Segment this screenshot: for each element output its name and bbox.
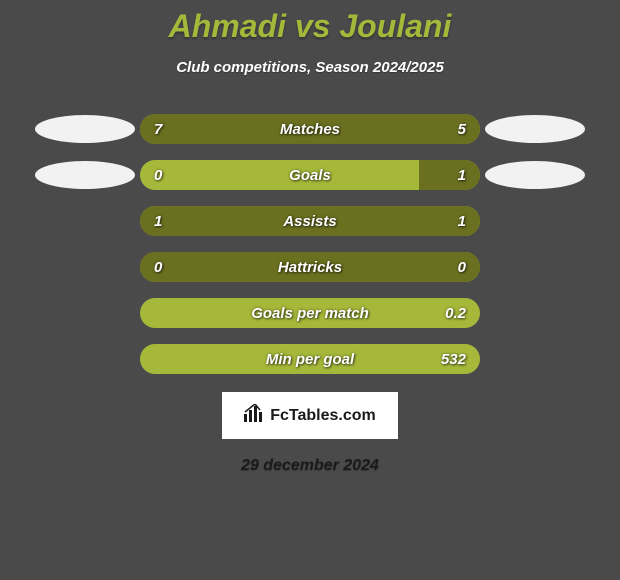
stat-row: Goals per match 0.2	[0, 290, 620, 336]
right-value: 5	[458, 121, 466, 138]
brand-text: FcTables.com	[270, 407, 376, 425]
stat-label: Hattricks	[278, 259, 342, 276]
stat-row: 7 Matches 5	[0, 106, 620, 152]
stat-row: 0 Goals 1	[0, 152, 620, 198]
left-value: 1	[154, 213, 162, 230]
bar-overlay: 7 Matches 5	[140, 114, 480, 144]
right-value: 0	[458, 259, 466, 276]
stat-bar: Min per goal 532	[140, 344, 480, 374]
player-badge-right	[485, 161, 585, 189]
stat-label: Assists	[283, 213, 336, 230]
stat-row: 0 Hattricks 0	[0, 244, 620, 290]
left-value: 0	[154, 167, 162, 184]
stat-bar: 7 Matches 5	[140, 114, 480, 144]
stat-label: Goals	[289, 167, 331, 184]
stat-label: Goals per match	[251, 305, 369, 322]
right-badge-slot	[480, 161, 590, 189]
right-badge-slot	[480, 115, 590, 143]
right-value: 1	[458, 213, 466, 230]
bar-overlay: Min per goal 532	[140, 344, 480, 374]
bar-overlay: 0 Goals 1	[140, 160, 480, 190]
right-value: 1	[458, 167, 466, 184]
left-badge-slot	[30, 115, 140, 143]
subtitle: Club competitions, Season 2024/2025	[0, 59, 620, 76]
bar-overlay: 0 Hattricks 0	[140, 252, 480, 282]
chart-icon	[244, 404, 264, 427]
left-value: 0	[154, 259, 162, 276]
stats-container: 7 Matches 5 0 Goals 1 1 Assists 1 0 Hattricks 0 Goal…	[0, 106, 620, 382]
brand-badge: FcTables.com	[222, 392, 398, 439]
stat-bar: 0 Hattricks 0	[140, 252, 480, 282]
stat-row: Min per goal 532	[0, 336, 620, 382]
right-value: 532	[441, 351, 466, 368]
bar-overlay: 1 Assists 1	[140, 206, 480, 236]
comparison-card: Ahmadi vs Joulani Club competitions, Sea…	[0, 0, 620, 580]
bar-overlay: Goals per match 0.2	[140, 298, 480, 328]
stat-bar: 0 Goals 1	[140, 160, 480, 190]
player-badge-left	[35, 161, 135, 189]
right-value: 0.2	[445, 305, 466, 322]
page-title: Ahmadi vs Joulani	[0, 0, 620, 45]
stat-label: Min per goal	[266, 351, 354, 368]
left-value: 7	[154, 121, 162, 138]
player-badge-left	[35, 115, 135, 143]
date-text: 29 december 2024	[0, 457, 620, 475]
stat-label: Matches	[280, 121, 340, 138]
stat-bar: 1 Assists 1	[140, 206, 480, 236]
player-badge-right	[485, 115, 585, 143]
footer: FcTables.com 29 december 2024	[0, 392, 620, 475]
left-badge-slot	[30, 161, 140, 189]
stat-row: 1 Assists 1	[0, 198, 620, 244]
stat-bar: Goals per match 0.2	[140, 298, 480, 328]
